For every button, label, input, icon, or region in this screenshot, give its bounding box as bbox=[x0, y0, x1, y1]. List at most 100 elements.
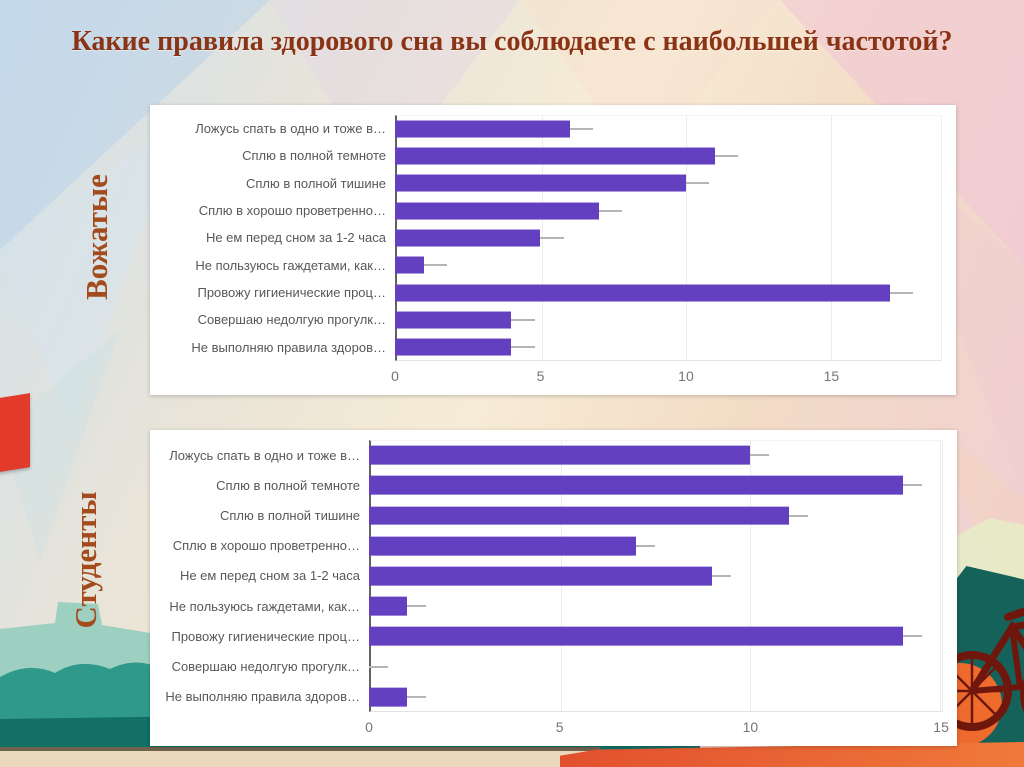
bar-label: Сплю в полной тишине bbox=[245, 175, 386, 191]
error-whisker bbox=[715, 154, 739, 157]
gridline bbox=[940, 441, 942, 711]
bar-track bbox=[369, 652, 943, 682]
error-whisker bbox=[902, 484, 923, 487]
bar-track bbox=[369, 621, 943, 651]
bar-row: Сплю в хорошо проветренно… bbox=[158, 531, 943, 561]
bar bbox=[369, 445, 751, 465]
error-whisker bbox=[407, 605, 427, 608]
x-axis: 0 5 10 15 bbox=[365, 719, 949, 739]
bar-row: Не ем перед сном за 1-2 часа bbox=[158, 224, 942, 251]
gridline bbox=[686, 116, 688, 360]
bar-row: Не выполняю правила здоров… bbox=[158, 682, 943, 712]
bar-label: Ложусь спать в одно и тоже в… bbox=[169, 447, 360, 463]
group-label-studenty: Студенты bbox=[68, 491, 103, 629]
bar-row: Провожу гигиенические проц… bbox=[158, 621, 943, 651]
bar-label: Ложусь спать в одно и тоже в… bbox=[195, 121, 386, 137]
chart-rows: Ложусь спать в одно и тоже в… Сплю в полн… bbox=[158, 115, 942, 361]
bar-track bbox=[395, 224, 942, 251]
bar-track bbox=[369, 440, 943, 470]
bar-track bbox=[395, 252, 942, 279]
chart-panel-studenty: Ложусь спать в одно и тоже в… Сплю в полн… bbox=[150, 430, 957, 746]
bar-track bbox=[369, 531, 943, 561]
bar-label: Сплю в полной тишине bbox=[219, 508, 360, 524]
bar-label: Не пользуюсь гаждетами, как… bbox=[169, 598, 360, 614]
bar-track bbox=[369, 500, 943, 530]
error-whisker bbox=[712, 574, 732, 577]
bar bbox=[369, 627, 903, 646]
bar-row: Сплю в полной тишине bbox=[158, 500, 943, 530]
bar-row: Совершаю недолгую прогулк… bbox=[158, 306, 942, 333]
error-whisker bbox=[407, 695, 427, 698]
x-tick-label: 0 bbox=[365, 719, 373, 735]
bar bbox=[395, 284, 890, 302]
error-whisker bbox=[685, 182, 710, 185]
bar-label: Не выполняю правила здоров… bbox=[191, 339, 386, 355]
bar bbox=[369, 536, 636, 556]
bar-track bbox=[369, 591, 943, 621]
x-tick-label: 10 bbox=[678, 368, 694, 384]
error-whisker bbox=[902, 635, 923, 638]
bar-row: Сплю в полной тишине bbox=[158, 170, 942, 197]
gridline bbox=[750, 441, 752, 711]
error-whisker bbox=[424, 264, 448, 267]
bar-track bbox=[395, 306, 942, 333]
ribbon-decoration bbox=[0, 393, 30, 473]
bar-row: Сплю в полной темноте bbox=[158, 470, 943, 500]
bar bbox=[369, 687, 408, 707]
bar bbox=[395, 229, 541, 247]
x-axis: 0 5 10 15 bbox=[391, 368, 942, 388]
bottom-beige-strip bbox=[0, 751, 600, 767]
error-whisker bbox=[511, 318, 535, 321]
group-label-vozhatye: Вожатые bbox=[79, 174, 114, 300]
bar-label: Совершаю недолгую прогулк… bbox=[197, 312, 386, 328]
bar-track bbox=[395, 170, 942, 197]
bar-track bbox=[395, 279, 942, 306]
bar-label: Провожу гигиенические проц… bbox=[197, 285, 386, 301]
bar bbox=[395, 311, 512, 329]
bar bbox=[369, 506, 789, 525]
bar-label: Провожу гигиенические проц… bbox=[171, 628, 360, 644]
x-tick-label: 15 bbox=[823, 368, 840, 384]
error-whisker bbox=[635, 544, 656, 547]
bar-label: Не ем перед сном за 1-2 часа bbox=[179, 568, 360, 584]
error-whisker bbox=[569, 127, 593, 130]
bar-label: Сплю в полной темноте bbox=[242, 148, 386, 164]
bar-label: Не пользуюсь гаждетами, как… bbox=[195, 257, 386, 273]
error-whisker bbox=[369, 665, 389, 668]
bar-row: Совершаю недолгую прогулк… bbox=[158, 652, 943, 682]
bar-row: Не пользуюсь гаждетами, как… bbox=[158, 591, 943, 621]
x-tick-label: 5 bbox=[555, 719, 564, 735]
chart-panel-vozhatye: Ложусь спать в одно и тоже в… Сплю в полн… bbox=[150, 105, 956, 395]
bar-track bbox=[395, 115, 942, 142]
bar-row: Не выполняю правила здоров… bbox=[158, 334, 942, 361]
bar bbox=[395, 147, 716, 165]
page-title: Какие правила здорового сна вы соблюдает… bbox=[71, 26, 953, 57]
bar-label: Не ем перед сном за 1-2 часа bbox=[205, 230, 386, 246]
bar-row: Ложусь спать в одно и тоже в… bbox=[158, 440, 943, 470]
bar-row: Не пользуюсь гаждетами, как… bbox=[158, 252, 942, 279]
bar-label: Сплю в полной темноте bbox=[216, 477, 360, 493]
bar bbox=[395, 202, 599, 220]
bar-label: Сплю в хорошо проветренно… bbox=[198, 203, 386, 219]
bar bbox=[395, 338, 512, 356]
gridline bbox=[831, 116, 833, 360]
error-whisker bbox=[750, 454, 770, 457]
error-whisker bbox=[540, 236, 564, 239]
bar-row: Ложусь спать в одно и тоже в… bbox=[158, 115, 942, 142]
bar bbox=[395, 174, 686, 192]
bar-track bbox=[395, 334, 942, 361]
error-whisker bbox=[889, 291, 913, 294]
bar-label: Совершаю недолгую прогулк… bbox=[171, 659, 360, 675]
x-tick-label: 5 bbox=[536, 368, 545, 384]
bar-row: Сплю в полной темноте bbox=[158, 142, 942, 169]
chart-rows: Ложусь спать в одно и тоже в… Сплю в полн… bbox=[158, 440, 943, 712]
bar-track bbox=[369, 561, 943, 591]
bar-track bbox=[395, 197, 942, 224]
x-tick-label: 15 bbox=[933, 719, 949, 735]
error-whisker bbox=[788, 514, 808, 517]
error-whisker bbox=[511, 346, 535, 349]
bar bbox=[369, 475, 903, 495]
bar-row: Не ем перед сном за 1-2 часа bbox=[158, 561, 943, 591]
bar-row: Сплю в хорошо проветренно… bbox=[158, 197, 942, 224]
